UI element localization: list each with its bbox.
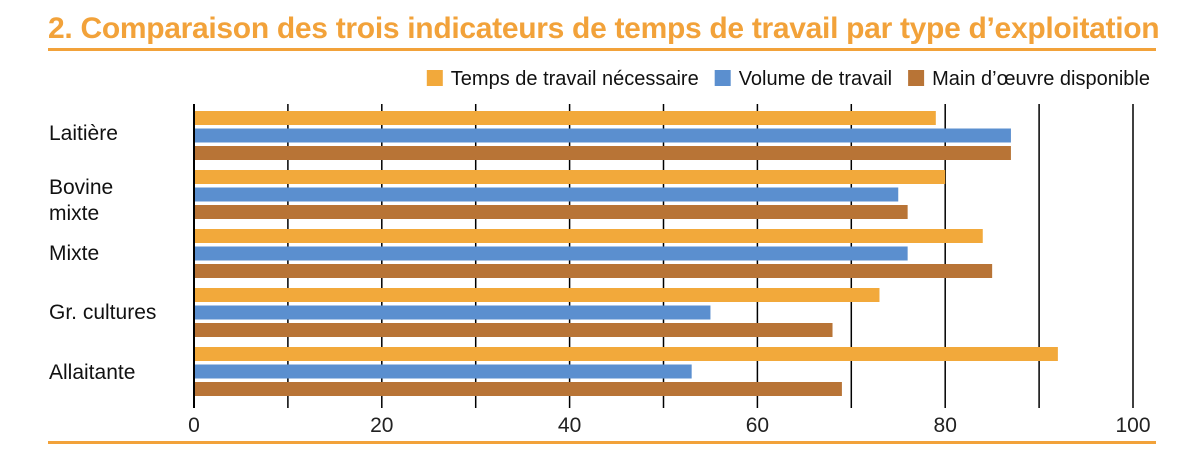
x-tick-label: 60: [746, 414, 769, 437]
category-label: Allaitante: [49, 361, 135, 384]
title-divider: [48, 48, 1156, 51]
bar: [195, 305, 711, 320]
bar: [195, 229, 983, 243]
category-label: Gr. cultures: [49, 301, 156, 324]
category-label: Mixte: [49, 242, 99, 265]
x-tick-label: 20: [370, 414, 393, 437]
bar: [195, 170, 946, 184]
bar: [195, 111, 936, 125]
legend-swatch: [908, 70, 925, 86]
bar: [195, 264, 993, 278]
legend-swatch: [426, 70, 443, 86]
x-tick-label: 100: [1115, 414, 1150, 437]
category-label: Laitière: [49, 122, 118, 145]
legend-label: Volume de travail: [739, 68, 892, 90]
bar: [195, 187, 899, 202]
x-tick-label: 40: [558, 414, 581, 437]
bar: [195, 205, 908, 219]
bar: [195, 323, 833, 337]
chart-title: 2. Comparaison des trois indicateurs de …: [48, 12, 1160, 45]
category-label: mixte: [49, 202, 99, 225]
bar: [195, 288, 880, 302]
legend-label: Main d’œuvre disponible: [932, 68, 1150, 90]
bar: [195, 382, 842, 396]
bar: [195, 347, 1058, 361]
legend-swatch: [714, 70, 731, 86]
legend-label: Temps de travail nécessaire: [451, 68, 699, 90]
x-tick-label: 80: [934, 414, 957, 437]
bar: [195, 246, 908, 261]
bottom-divider: [48, 441, 1156, 444]
bar: [195, 128, 1011, 143]
category-label: Bovine: [49, 176, 113, 199]
bar: [195, 146, 1011, 160]
x-tick-label: 0: [188, 414, 200, 437]
bar: [195, 364, 692, 379]
